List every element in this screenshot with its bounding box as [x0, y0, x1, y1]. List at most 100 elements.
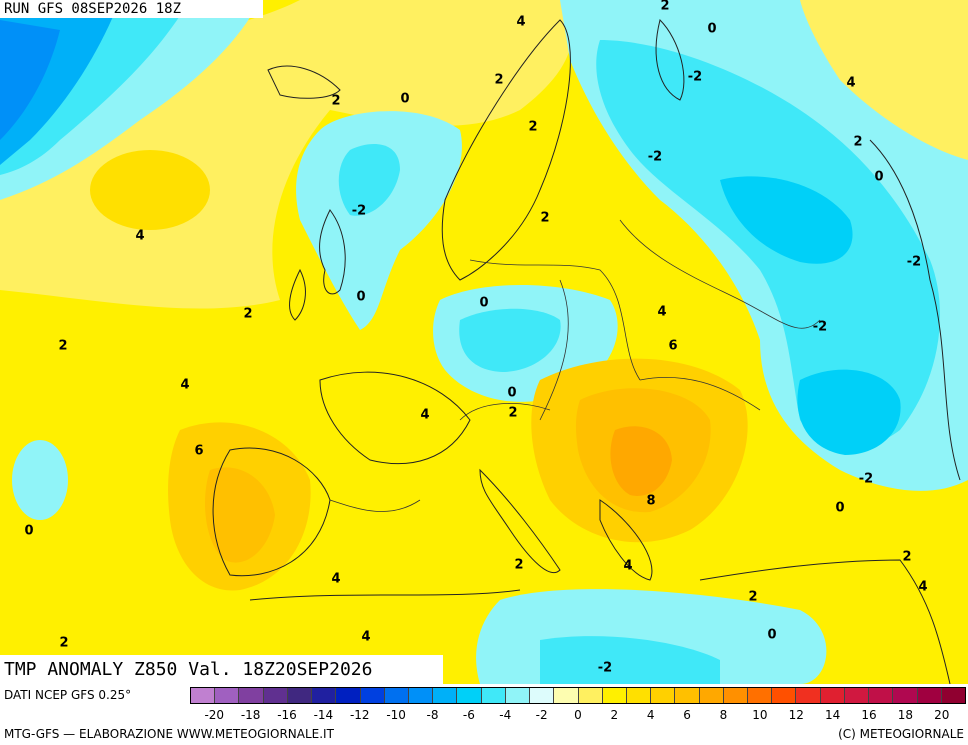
contour-label: 4	[623, 558, 633, 574]
scale-tick-label: -6	[462, 708, 475, 722]
color-swatch	[844, 688, 870, 703]
contour-label: 0	[479, 295, 489, 311]
contour-label: 0	[835, 500, 845, 516]
color-swatch	[748, 688, 773, 703]
contour-label: 4	[657, 304, 667, 320]
contour-label: 0	[507, 385, 517, 401]
color-swatch	[820, 688, 845, 703]
color-swatch	[675, 688, 700, 703]
contour-label: 4	[846, 75, 856, 91]
credit-left: MTG-GFS — ELABORAZIONE WWW.METEOGIORNALE…	[4, 727, 334, 741]
scale-tick-label: -14	[313, 708, 334, 722]
contour-label: 2	[508, 405, 518, 421]
scale-tick-label: -20	[204, 708, 225, 722]
data-source-label: DATI NCEP GFS 0.25°	[4, 688, 132, 702]
scale-tick-label: 16	[861, 708, 877, 722]
color-swatch	[530, 688, 555, 703]
color-swatch	[941, 688, 965, 703]
contour-label: 2	[540, 210, 550, 226]
contour-label: 2	[902, 549, 912, 565]
scale-tick-label: 8	[719, 708, 728, 722]
contour-label: 0	[707, 21, 717, 37]
color-swatch	[505, 688, 531, 703]
scale-tick-label: 20	[934, 708, 950, 722]
color-swatch	[384, 688, 409, 703]
contour-label: 4	[420, 407, 430, 423]
color-swatch	[481, 688, 506, 703]
contour-label: -2	[351, 203, 367, 219]
run-header: RUN GFS 08SEP2026 18Z	[0, 0, 263, 18]
scale-tick-label: -10	[386, 708, 406, 722]
contour-label: 6	[194, 443, 204, 459]
color-swatch	[215, 688, 240, 703]
scale-tick-label: -12	[349, 708, 370, 722]
contour-label: 8	[646, 493, 656, 509]
contour-label: 2	[660, 0, 670, 14]
color-swatch	[651, 688, 676, 703]
color-scale	[190, 687, 966, 704]
contour-label: 0	[400, 91, 410, 107]
color-swatch	[917, 688, 942, 703]
scale-tick-label: -8	[426, 708, 439, 722]
color-swatch	[626, 688, 652, 703]
color-swatch	[263, 688, 288, 703]
contour-label: 0	[24, 523, 34, 539]
contour-label: 4	[918, 579, 928, 595]
contour-label: 0	[356, 289, 366, 305]
color-swatch	[336, 688, 361, 703]
color-swatch	[699, 688, 724, 703]
color-swatch	[312, 688, 337, 703]
color-swatch	[893, 688, 918, 703]
color-swatch	[578, 688, 603, 703]
color-swatch	[723, 688, 749, 703]
color-swatch	[796, 688, 821, 703]
contour-label: -2	[858, 471, 874, 487]
color-swatch	[869, 688, 894, 703]
scale-tick-label: -16	[277, 708, 297, 722]
contour-label: 2	[59, 635, 69, 651]
contour-label: 0	[767, 627, 777, 643]
contour-label: 2	[528, 119, 538, 135]
scale-tick-label: -4	[499, 708, 512, 722]
scale-tick-label: 0	[574, 708, 582, 722]
contour-label: -2	[647, 149, 663, 165]
scale-tick-label: 6	[683, 708, 691, 722]
contour-label: 4	[516, 14, 526, 30]
contour-label: 2	[853, 134, 863, 150]
color-swatch	[772, 688, 797, 703]
scale-tick-label: 4	[646, 708, 655, 722]
color-swatch	[191, 688, 216, 703]
color-swatch	[554, 688, 579, 703]
color-swatch	[602, 688, 627, 703]
anomaly-map	[0, 0, 968, 684]
color-swatch	[457, 688, 482, 703]
scale-tick-label: 2	[610, 708, 619, 722]
contour-label: 2	[494, 72, 504, 88]
contour-label: -2	[906, 254, 922, 270]
contour-label: -2	[687, 69, 703, 85]
scale-tick-label: 10	[752, 708, 768, 722]
scale-tick-label: 12	[788, 708, 804, 722]
contour-label: 2	[243, 306, 253, 322]
contour-label: 2	[514, 557, 524, 573]
color-swatch	[239, 688, 264, 703]
scale-tick-label: 14	[824, 708, 841, 722]
contour-label: 4	[180, 377, 190, 393]
contour-label: 2	[58, 338, 68, 354]
contour-label: 2	[331, 93, 341, 109]
credit-right: (C) METEOGIORNALE	[838, 727, 964, 741]
color-swatch	[433, 688, 458, 703]
scale-tick-label: -18	[240, 708, 261, 722]
contour-label: 0	[874, 169, 884, 185]
map-title: TMP ANOMALY Z850 Val. 18Z20SEP2026	[0, 655, 443, 684]
contour-label: 4	[331, 571, 341, 587]
contour-label: 4	[361, 629, 371, 645]
color-swatch	[360, 688, 385, 703]
scale-tick-label: 18	[897, 708, 914, 722]
contour-label: 2	[748, 589, 758, 605]
color-swatch	[408, 688, 434, 703]
contour-label: 4	[135, 228, 145, 244]
scale-tick-label: -2	[535, 708, 548, 722]
contour-label: -2	[812, 319, 828, 335]
color-swatch	[287, 688, 313, 703]
